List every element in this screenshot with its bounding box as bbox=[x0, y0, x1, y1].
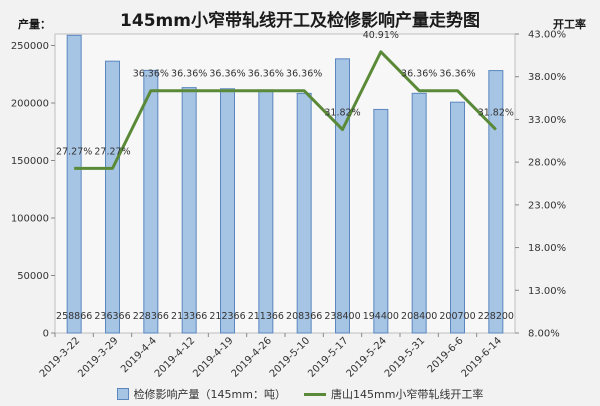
legend-line-label: 唐山145mm小窄带轧线开工率 bbox=[331, 388, 484, 401]
bar bbox=[373, 108, 389, 334]
left-axis-label: 产量： bbox=[18, 18, 51, 31]
line-data-label: 36.36% bbox=[439, 69, 475, 80]
bar-data-label: 213366 bbox=[171, 311, 207, 322]
x-axis-tick-label: 2019-5-17 bbox=[306, 335, 350, 379]
bar bbox=[335, 58, 350, 334]
right-axis-label: 开工率 bbox=[553, 18, 586, 31]
bar bbox=[488, 70, 504, 334]
bar-data-label: 194400 bbox=[363, 311, 399, 322]
bar-data-label: 236366 bbox=[94, 311, 130, 322]
bar-data-label: 258866 bbox=[56, 311, 92, 322]
legend-bar-swatch bbox=[116, 388, 129, 400]
line-data-label: 31.82% bbox=[478, 108, 514, 119]
left-axis-tick-label: 200000 bbox=[11, 99, 49, 110]
bar-data-label: 212366 bbox=[209, 311, 245, 322]
legend-bar-label: 检修影响产量（145mm：吨） bbox=[133, 388, 286, 401]
bar bbox=[296, 92, 312, 334]
bar-data-label: 238400 bbox=[324, 311, 360, 322]
line-data-label: 27.27% bbox=[94, 146, 130, 157]
x-axis-tick-label: 2019-4-26 bbox=[230, 335, 274, 379]
left-axis-tick-label: 150000 bbox=[11, 156, 49, 167]
bar bbox=[66, 34, 82, 334]
x-axis-tick-label: 2019-4-19 bbox=[191, 335, 235, 379]
line-data-label: 36.36% bbox=[171, 69, 207, 80]
bar bbox=[143, 69, 159, 334]
right-axis-tick-label: 13.00% bbox=[528, 286, 566, 297]
x-axis-tick-label: 2019-4-12 bbox=[153, 335, 197, 379]
line-series bbox=[74, 50, 497, 170]
x-axis-tick-label: 2019-5-24 bbox=[345, 335, 389, 379]
bar bbox=[220, 88, 235, 334]
x-axis-tick-label: 2019-6-6 bbox=[426, 335, 466, 375]
x-axis-tick-label: 2019-3-29 bbox=[76, 335, 120, 379]
line-data-label: 31.82% bbox=[324, 108, 360, 119]
bar bbox=[181, 87, 197, 334]
line-data-label: 36.36% bbox=[286, 69, 322, 80]
x-axis-tick-label: 2019-6-14 bbox=[460, 335, 504, 379]
right-axis-tick-label: 28.00% bbox=[528, 158, 566, 169]
bar-data-label: 200700 bbox=[439, 311, 475, 322]
bar-data-label: 228200 bbox=[478, 311, 514, 322]
bar-data-label: 208400 bbox=[401, 311, 437, 322]
legend-line-swatch bbox=[304, 392, 326, 396]
bar bbox=[450, 101, 465, 334]
left-axis-tick-label: 100000 bbox=[11, 214, 49, 225]
bar-data-label: 211366 bbox=[248, 311, 284, 322]
chart-title: 145mm小窄带轧线开工及检修影响产量走势图 bbox=[120, 11, 480, 31]
right-axis-tick-label: 43.00% bbox=[528, 30, 566, 41]
line-data-label: 27.27% bbox=[56, 146, 92, 157]
x-axis-tick-label: 2019-5-31 bbox=[383, 335, 427, 379]
right-axis-tick-label: 18.00% bbox=[528, 243, 566, 254]
right-axis-tick-label: 23.00% bbox=[528, 200, 566, 211]
left-axis-tick-label: 0 bbox=[43, 329, 49, 340]
right-axis-tick-label: 8.00% bbox=[528, 329, 560, 340]
legend: 检修影响产量（145mm：吨） 唐山145mm小窄带轧线开工率 bbox=[0, 386, 600, 402]
plot-area bbox=[54, 33, 516, 334]
left-axis-tick-label: 250000 bbox=[11, 41, 49, 52]
line-data-label: 40.91% bbox=[363, 30, 399, 41]
line-data-label: 36.36% bbox=[248, 69, 284, 80]
right-axis-tick-label: 38.00% bbox=[528, 72, 566, 83]
bar-data-label: 228366 bbox=[133, 311, 169, 322]
line-data-label: 36.36% bbox=[401, 69, 437, 80]
bar bbox=[258, 89, 274, 334]
bar-data-label: 208366 bbox=[286, 311, 322, 322]
bar bbox=[411, 92, 427, 334]
line-data-label: 36.36% bbox=[133, 69, 169, 80]
legend-item-bar: 检修影响产量（145mm：吨） bbox=[116, 386, 286, 402]
right-axis-tick-label: 33.00% bbox=[528, 115, 566, 126]
legend-item-line: 唐山145mm小窄带轧线开工率 bbox=[304, 386, 483, 402]
x-axis-tick-label: 2019-3-22 bbox=[38, 335, 82, 379]
left-axis-tick-label: 50000 bbox=[17, 271, 49, 282]
bar bbox=[105, 60, 120, 334]
line-data-label: 36.36% bbox=[209, 69, 245, 80]
x-axis-tick-label: 2019-5-10 bbox=[268, 335, 312, 379]
x-axis-tick-label: 2019-4-4 bbox=[119, 335, 159, 375]
